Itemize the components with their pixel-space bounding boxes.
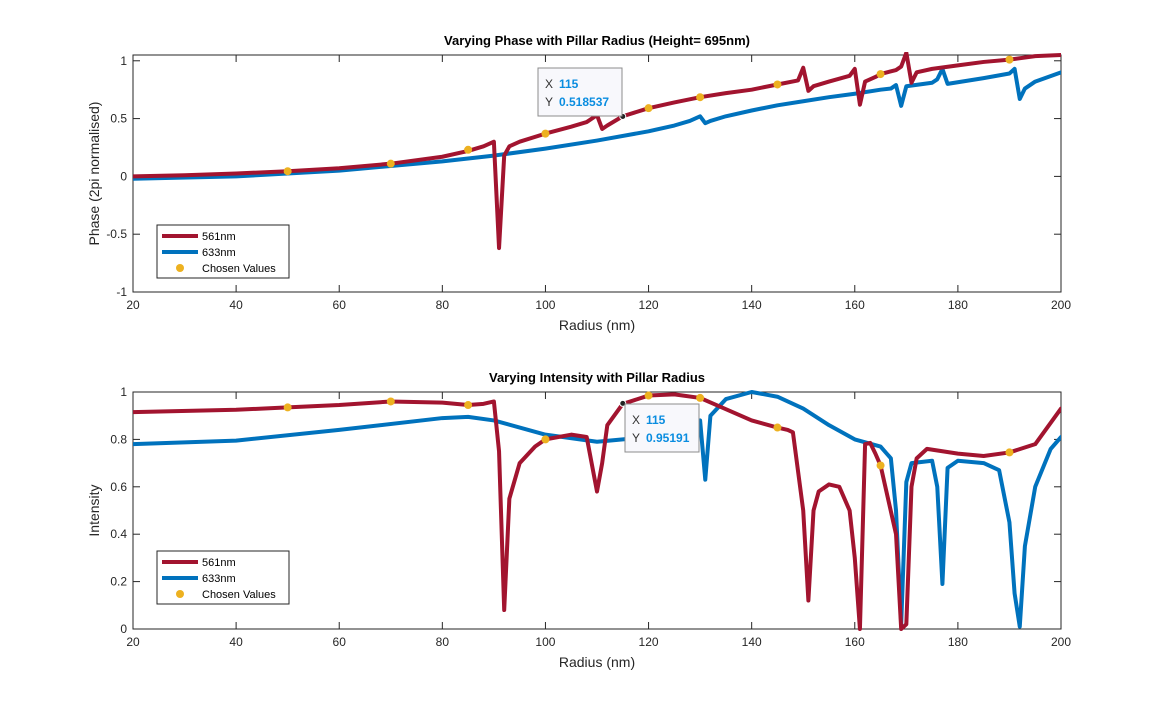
phase-legend-label: 633nm xyxy=(202,247,236,259)
phase-chart: Varying Phase with Pillar Radius (Height… xyxy=(86,33,1071,333)
phase-x-tick-label: 40 xyxy=(229,298,243,312)
intensity-y-tick-label: 0.4 xyxy=(110,527,127,541)
intensity-chosen-value-point xyxy=(541,435,550,444)
intensity-chosen-value-point xyxy=(386,397,395,406)
phase-x-tick-label: 100 xyxy=(535,298,555,312)
intensity-x-tick-label: 200 xyxy=(1051,635,1071,649)
phase-x-axis-label: Radius (nm) xyxy=(559,317,635,333)
phase-chosen-value-point xyxy=(696,93,705,102)
phase-y-tick-label: -1 xyxy=(116,285,127,299)
intensity-y-tick-label: 1 xyxy=(120,385,127,399)
intensity-chart: Varying Intensity with Pillar Radius 20 40… xyxy=(86,370,1071,670)
phase-chosen-value-point xyxy=(644,104,653,113)
phase-x-tick-label: 120 xyxy=(639,298,659,312)
phase-x-tick-label: 80 xyxy=(436,298,450,312)
phase-y-tick-label: 0.5 xyxy=(110,112,127,126)
phase-x-tick-label: 200 xyxy=(1051,298,1071,312)
intensity-x-axis-label: Radius (nm) xyxy=(559,654,635,670)
phase-x-tick-label: 160 xyxy=(845,298,865,312)
intensity-legend-label: Chosen Values xyxy=(202,589,276,601)
phase-datatip[interactable]: X 115 Y 0.518537 xyxy=(537,67,623,117)
phase-x-tick-label: 180 xyxy=(948,298,968,312)
intensity-legend-swatch-chosen-values xyxy=(176,590,184,598)
intensity-datatip-marker[interactable] xyxy=(619,399,627,407)
phase-legend-label: Chosen Values xyxy=(202,263,276,275)
intensity-series-561nm-line xyxy=(133,392,1061,631)
phase-series-561nm-line xyxy=(133,52,1061,251)
intensity-x-tick-label: 120 xyxy=(639,635,659,649)
phase-legend-label: 561nm xyxy=(202,231,236,243)
intensity-datatip-x-label: X xyxy=(632,413,640,427)
phase-datatip-x-label: X xyxy=(545,77,553,91)
phase-legend-swatch-chosen-values xyxy=(176,264,184,272)
intensity-chosen-value-point xyxy=(773,423,782,432)
intensity-x-tick-label: 160 xyxy=(845,635,865,649)
phase-datatip-y-value: 0.518537 xyxy=(559,95,609,109)
intensity-y-tick-label: 0.6 xyxy=(110,480,127,494)
intensity-legend-label: 561nm xyxy=(202,557,236,569)
phase-chosen-value-point xyxy=(1005,55,1014,64)
intensity-x-tick-label: 180 xyxy=(948,635,968,649)
intensity-x-tick-label: 40 xyxy=(229,635,243,649)
intensity-chart-title: Varying Intensity with Pillar Radius xyxy=(489,370,705,385)
intensity-x-tick-label: 140 xyxy=(742,635,762,649)
intensity-chosen-value-point xyxy=(283,403,292,412)
phase-series-633nm-line xyxy=(133,66,1061,181)
intensity-y-tick-label: 0 xyxy=(120,622,127,636)
phase-x-tick-label: 60 xyxy=(333,298,347,312)
phase-datatip-y-label: Y xyxy=(545,95,553,109)
intensity-y-axis-label: Intensity xyxy=(86,484,102,536)
phase-y-axis-label: Phase (2pi normalised) xyxy=(86,102,102,246)
intensity-datatip-x-value: 115 xyxy=(646,413,666,427)
intensity-chosen-value-point xyxy=(876,461,885,470)
intensity-x-tick-label: 20 xyxy=(126,635,140,649)
intensity-chosen-value-point xyxy=(1005,448,1014,457)
phase-x-tick-label: 140 xyxy=(742,298,762,312)
phase-y-tick-label: 0 xyxy=(120,169,127,183)
phase-chosen-value-point xyxy=(283,167,292,176)
intensity-x-tick-label: 60 xyxy=(333,635,347,649)
intensity-legend: 561nm 633nm Chosen Values xyxy=(156,550,290,605)
phase-datatip-box xyxy=(537,67,623,117)
intensity-datatip-y-value: 0.95191 xyxy=(646,431,690,445)
intensity-datatip[interactable]: X 115 Y 0.95191 xyxy=(624,403,700,453)
phase-chart-title: Varying Phase with Pillar Radius (Height… xyxy=(444,33,750,48)
phase-chosen-value-point xyxy=(876,70,885,79)
phase-x-tick-label: 20 xyxy=(126,298,140,312)
phase-datatip-x-value: 115 xyxy=(559,77,579,91)
intensity-chosen-value-point xyxy=(696,393,705,402)
intensity-y-tick-label: 0.8 xyxy=(110,432,127,446)
phase-chosen-value-point xyxy=(773,80,782,89)
phase-chosen-value-point xyxy=(386,159,395,168)
intensity-chosen-value-point xyxy=(464,401,473,410)
phase-legend: 561nm 633nm Chosen Values xyxy=(156,224,290,279)
intensity-series-633nm-line xyxy=(133,390,1061,629)
intensity-x-tick-label: 100 xyxy=(535,635,555,649)
phase-y-tick-label: 1 xyxy=(120,54,127,68)
phase-y-tick-label: -0.5 xyxy=(106,227,127,241)
intensity-datatip-y-label: Y xyxy=(632,431,640,445)
intensity-chosen-value-point xyxy=(644,391,653,400)
intensity-y-tick-label: 0.2 xyxy=(110,575,127,589)
phase-chosen-value-point xyxy=(541,129,550,138)
intensity-x-tick-label: 80 xyxy=(436,635,450,649)
phase-chosen-value-point xyxy=(464,145,473,154)
intensity-datatip-box xyxy=(624,403,700,453)
intensity-legend-label: 633nm xyxy=(202,573,236,585)
